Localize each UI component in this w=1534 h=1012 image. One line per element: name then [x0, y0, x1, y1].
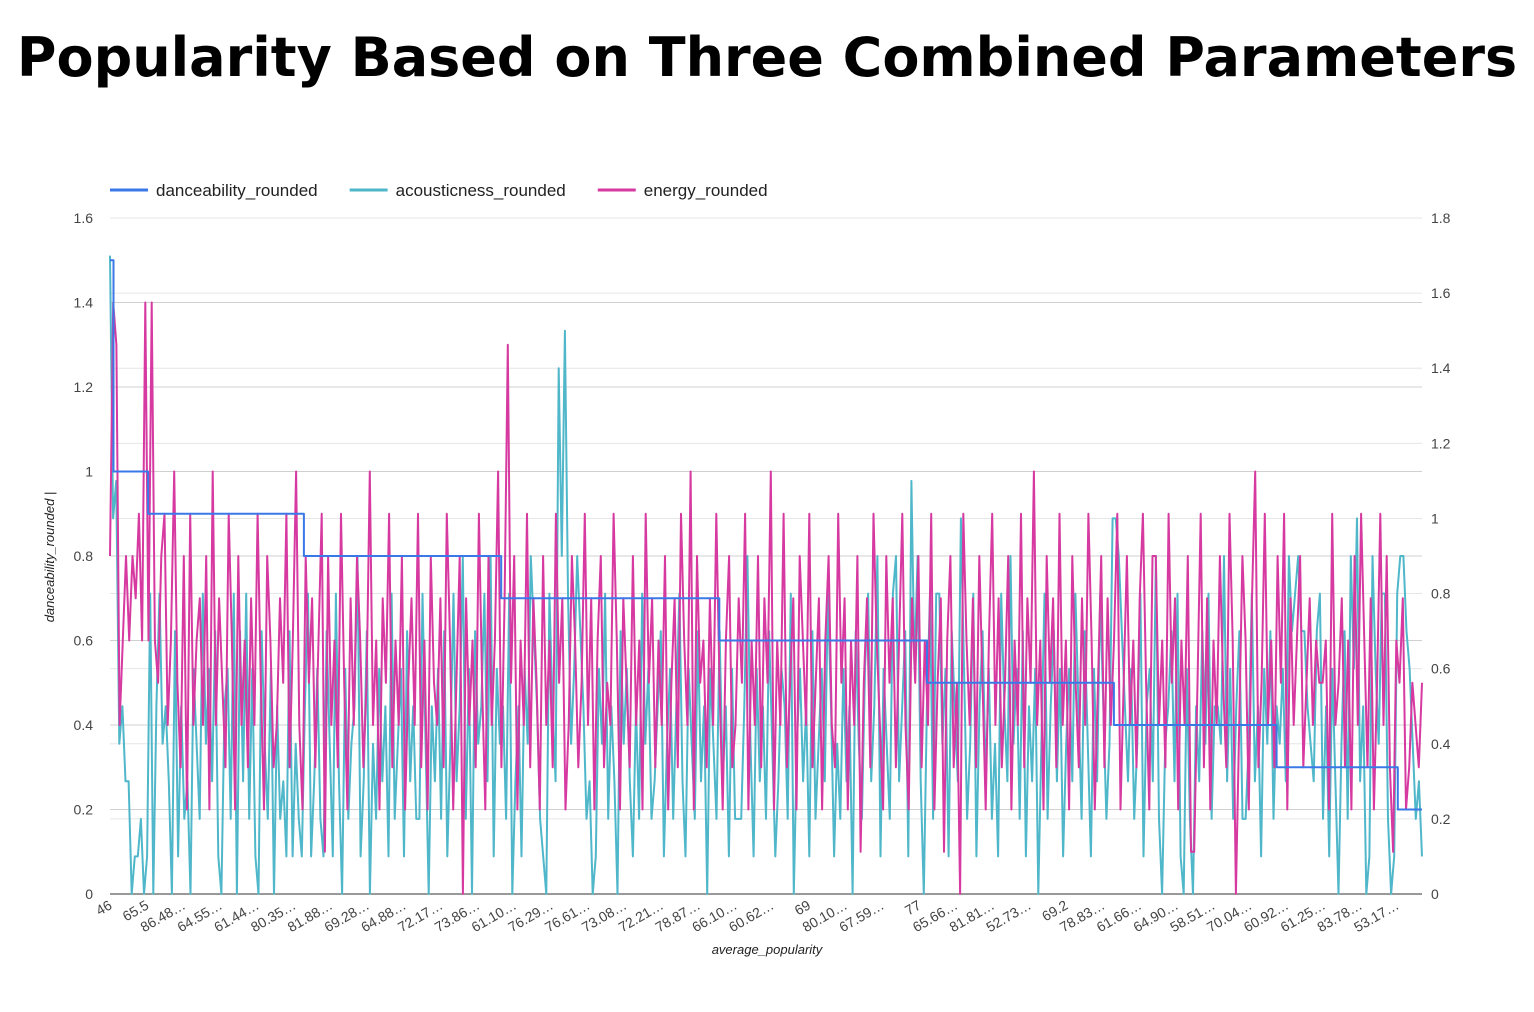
y-axis-title: danceability_rounded |	[42, 492, 57, 623]
left-y-tick: 0.2	[74, 802, 94, 818]
left-y-tick: 1	[85, 464, 93, 480]
series-lines	[109, 255, 1423, 895]
right-y-tick: 1.8	[1431, 210, 1451, 226]
legend-label-acousticness_rounded: acousticness_rounded	[396, 181, 566, 200]
legend-label-energy_rounded: energy_rounded	[644, 181, 768, 200]
x-tick-label: 46	[93, 897, 115, 919]
right-y-tick: 1	[1431, 510, 1439, 526]
right-y-tick: 1.2	[1431, 435, 1451, 451]
right-y-tick: 1.6	[1431, 285, 1451, 301]
chart-title: Popularity Based on Three Combined Param…	[16, 26, 1518, 89]
left-y-tick: 1.6	[74, 210, 94, 226]
right-y-tick: 0.8	[1431, 586, 1451, 602]
right-y-axis-ticks: 0 0.2 0.4 0.6 0.8 1 1.2 1.4 1.6 1.8	[1431, 210, 1451, 902]
left-y-tick: 0	[85, 886, 93, 902]
x-axis-ticks: 46 65.586.48…64.55…61.44…80.35…81.88…69.2…	[93, 897, 1401, 935]
right-y-tick: 0.4	[1431, 736, 1451, 752]
left-y-tick: 0.6	[74, 633, 94, 649]
right-y-tick: 0.2	[1431, 811, 1451, 827]
right-y-tick: 1.4	[1431, 360, 1451, 376]
left-y-tick: 0.4	[74, 717, 94, 733]
x-axis-title: average_popularity	[712, 942, 824, 957]
right-y-tick: 0.6	[1431, 661, 1451, 677]
left-y-tick: 0.8	[74, 548, 94, 564]
left-y-tick: 1.4	[74, 295, 94, 311]
series-line-danceability_rounded	[110, 259, 1422, 811]
left-y-axis-ticks: 0 0.2 0.4 0.6 0.8 1 1.2 1.4 1.6	[74, 210, 94, 902]
x-tick-label: 69	[792, 897, 814, 919]
left-y-tick: 1.2	[74, 379, 94, 395]
x-tick-label: 77	[902, 897, 924, 919]
legend-label-danceability_rounded: danceability_rounded	[156, 181, 318, 200]
legend: danceability_rounded acousticness_rounded…	[110, 181, 768, 200]
right-y-tick: 0	[1431, 886, 1439, 902]
